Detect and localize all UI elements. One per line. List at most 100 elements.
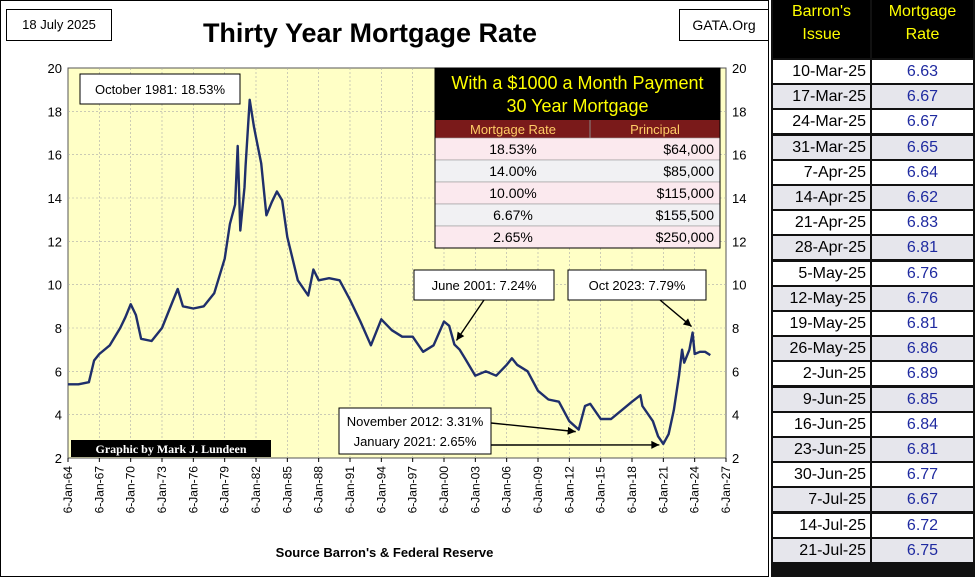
inset-row-rate: 18.53% [489,141,536,157]
rates-table-date: 17-Mar-25 [773,85,870,109]
x-tick-label: 6-Jan-73 [155,466,169,514]
rates-table-date: 28-Apr-25 [773,236,870,260]
rates-table-row: 23-Jun-25 6.81 [773,438,973,461]
rates-table-rate: 6.83 [872,211,973,235]
rates-table-rate: 6.72 [872,513,973,537]
inset-row-rate: 2.65% [493,229,533,245]
y-tick-label-right: 2 [732,451,739,466]
rates-table-date: 26-May-25 [773,337,870,361]
x-tick-label: 6-Jan-21 [656,466,670,514]
rates-table-row: 31-Mar-25 6.65 [773,135,973,159]
y-tick-label-right: 14 [732,191,746,206]
x-tick-label: 6-Jan-70 [124,466,138,514]
y-tick-label-right: 4 [732,408,739,423]
x-tick-label: 6-Jan-27 [719,466,733,514]
inset-col2-header: Principal [630,122,680,137]
annotation-nov-2012: November 2012: 3.31% [347,414,484,429]
inset-title-bg [435,68,720,120]
x-tick-label: 6-Jan-88 [312,466,326,514]
inset-title-line1: With a $1000 a Month Payment [451,73,703,93]
header-issue-line1: Barron's [791,3,852,20]
mortgage-rate-chart: 2 2 4 4 6 6 8 8 10 10 12 12 14 14 16 16 18 18 20 20 6-Jan-64… [48,61,747,514]
x-tick-label: 6-Jan-76 [186,466,200,514]
inset-row-principal: $85,000 [663,163,714,179]
x-tick-label: 6-Jan-94 [374,466,388,514]
rates-table-date: 30-Jun-25 [773,463,870,487]
y-tick-label-right: 8 [732,321,739,336]
rates-table-date: 10-Mar-25 [773,60,870,83]
credit-text: Graphic by Mark J. Lundeen [95,442,246,456]
inset-row-principal: $115,000 [657,185,715,201]
rates-table-row: 14-Jul-25 6.72 [773,513,973,537]
x-tick-label: 6-Jan-79 [218,466,232,514]
rates-table-row: 21-Jul-25 6.75 [773,538,973,562]
y-tick-label-right: 12 [732,234,746,249]
header-rate-line1: Mortgage [888,3,957,20]
x-tick-label: 6-Jan-91 [343,466,357,514]
rates-table-date: 31-Mar-25 [773,135,870,159]
rates-table-rate: 6.63 [872,60,973,83]
arrow-june-2001-head [456,331,465,341]
rates-table-row: 2-Jun-25 6.89 [773,362,973,386]
y-tick-label-left: 12 [48,234,62,249]
inset-col1-header: Mortgage Rate [470,122,556,137]
rates-table-rate: 6.64 [872,160,973,184]
y-tick-label-left: 8 [55,321,62,336]
x-tick-label: 6-Jan-18 [625,466,639,514]
rates-table-date: 23-Jun-25 [773,438,870,461]
rates-table-row: 26-May-25 6.86 [773,337,973,361]
rates-table-row: 5-May-25 6.76 [773,261,973,285]
y-tick-label-right: 6 [732,364,739,379]
y-tick-label-right: 16 [732,148,746,163]
y-tick-label-left: 4 [55,408,62,423]
rates-table-rate: 6.76 [872,286,973,310]
annotation-oct-1981: October 1981: 18.53% [95,82,226,97]
rates-table-rate: 6.86 [872,337,973,361]
series-line [68,98,711,446]
site-label: GATA.Org [679,9,769,41]
arrow-nov-2012 [490,422,576,433]
x-tick-label: 6-Jan-15 [594,466,608,514]
annotation-lows-box [338,407,492,455]
y-tick-label-right: 10 [732,278,746,293]
annotation-oct-2023-box [567,269,707,301]
inset-row-principal: $155,500 [656,207,715,223]
rates-table-date: 21-Apr-25 [773,211,870,235]
rates-table-date: 9-Jun-25 [773,387,870,411]
x-tick-label: 6-Jan-97 [406,466,420,514]
rates-table-rate: 6.84 [872,412,973,436]
rates-table-date: 16-Jun-25 [773,412,870,436]
rates-table-rate: 6.65 [872,135,973,159]
header-issue-line2: Issue [802,26,841,43]
y-tick-label-left: 18 [48,104,62,119]
rates-table: Barron's Issue Mortgage Rate 10-Mar-25 6.… [771,0,975,577]
rates-table-row: 14-Apr-25 6.62 [773,186,973,209]
y-tick-label-left: 10 [48,278,62,293]
chart-source: Source Barron's & Federal Reserve [275,545,494,560]
rates-table-row: 7-Apr-25 6.64 [773,160,973,184]
rates-table-row: 24-Mar-25 6.67 [773,110,973,134]
rates-table-row: 9-Jun-25 6.85 [773,387,973,411]
x-tick-label: 6-Jan-09 [531,466,545,514]
y-tick-label-right: 18 [732,104,746,119]
y-tick-label-left: 16 [48,148,62,163]
rates-table-row: 12-May-25 6.76 [773,286,973,310]
rates-table-date: 5-May-25 [773,261,870,285]
inset-header-bg [435,120,720,138]
rates-table-date: 7-Jul-25 [773,488,870,512]
rates-table-date: 12-May-25 [773,286,870,310]
x-tick-label: 6-Jan-24 [688,466,702,514]
arrow-june-2001 [455,299,485,341]
rates-table-rate: 6.67 [872,85,973,109]
rates-table-rate: 6.75 [872,538,973,562]
arrow-jan-2021-head [651,440,660,449]
inset-row-principal: $250,000 [656,229,715,245]
annotation-oct-1981-box [79,73,241,105]
date-stamp: 18 July 2025 [6,9,112,41]
rates-table-rate: 6.67 [872,110,973,134]
inset-row-rate: 6.67% [493,207,533,223]
x-tick-label: 6-Jan-64 [61,466,75,514]
inset-row-rate: 10.00% [489,185,536,201]
rates-table-date: 14-Jul-25 [773,513,870,537]
rates-table-row: 10-Mar-25 6.63 [773,60,973,83]
